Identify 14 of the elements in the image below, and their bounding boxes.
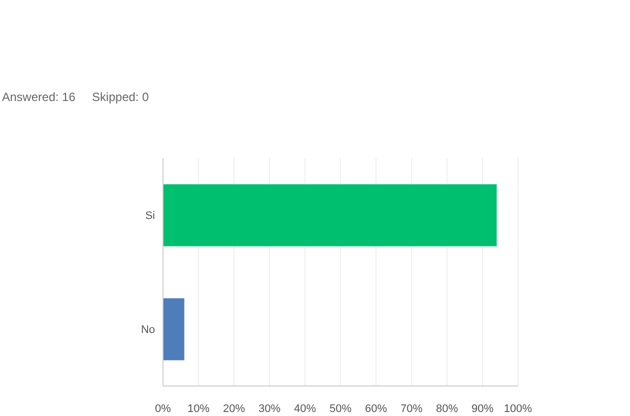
x-tick-label: 20% [222,402,246,415]
x-tick-label: 70% [400,402,423,415]
x-tick-label: 0% [155,402,172,415]
x-tick-label: 40% [294,402,316,415]
x-tick-label: 80% [436,402,458,415]
x-tick-label: 90% [471,402,494,415]
x-tick-label: 100% [504,402,532,415]
y-tick-label: No [140,324,155,336]
text: Answered: 16 Skipped: 0 [2,90,149,104]
y-tick-label: Si [145,210,155,222]
x-tick-label: 50% [329,402,352,415]
x-tick-label: 30% [258,402,281,415]
x-tick-label: 60% [364,402,388,415]
x-tick-label: 10% [187,402,210,415]
